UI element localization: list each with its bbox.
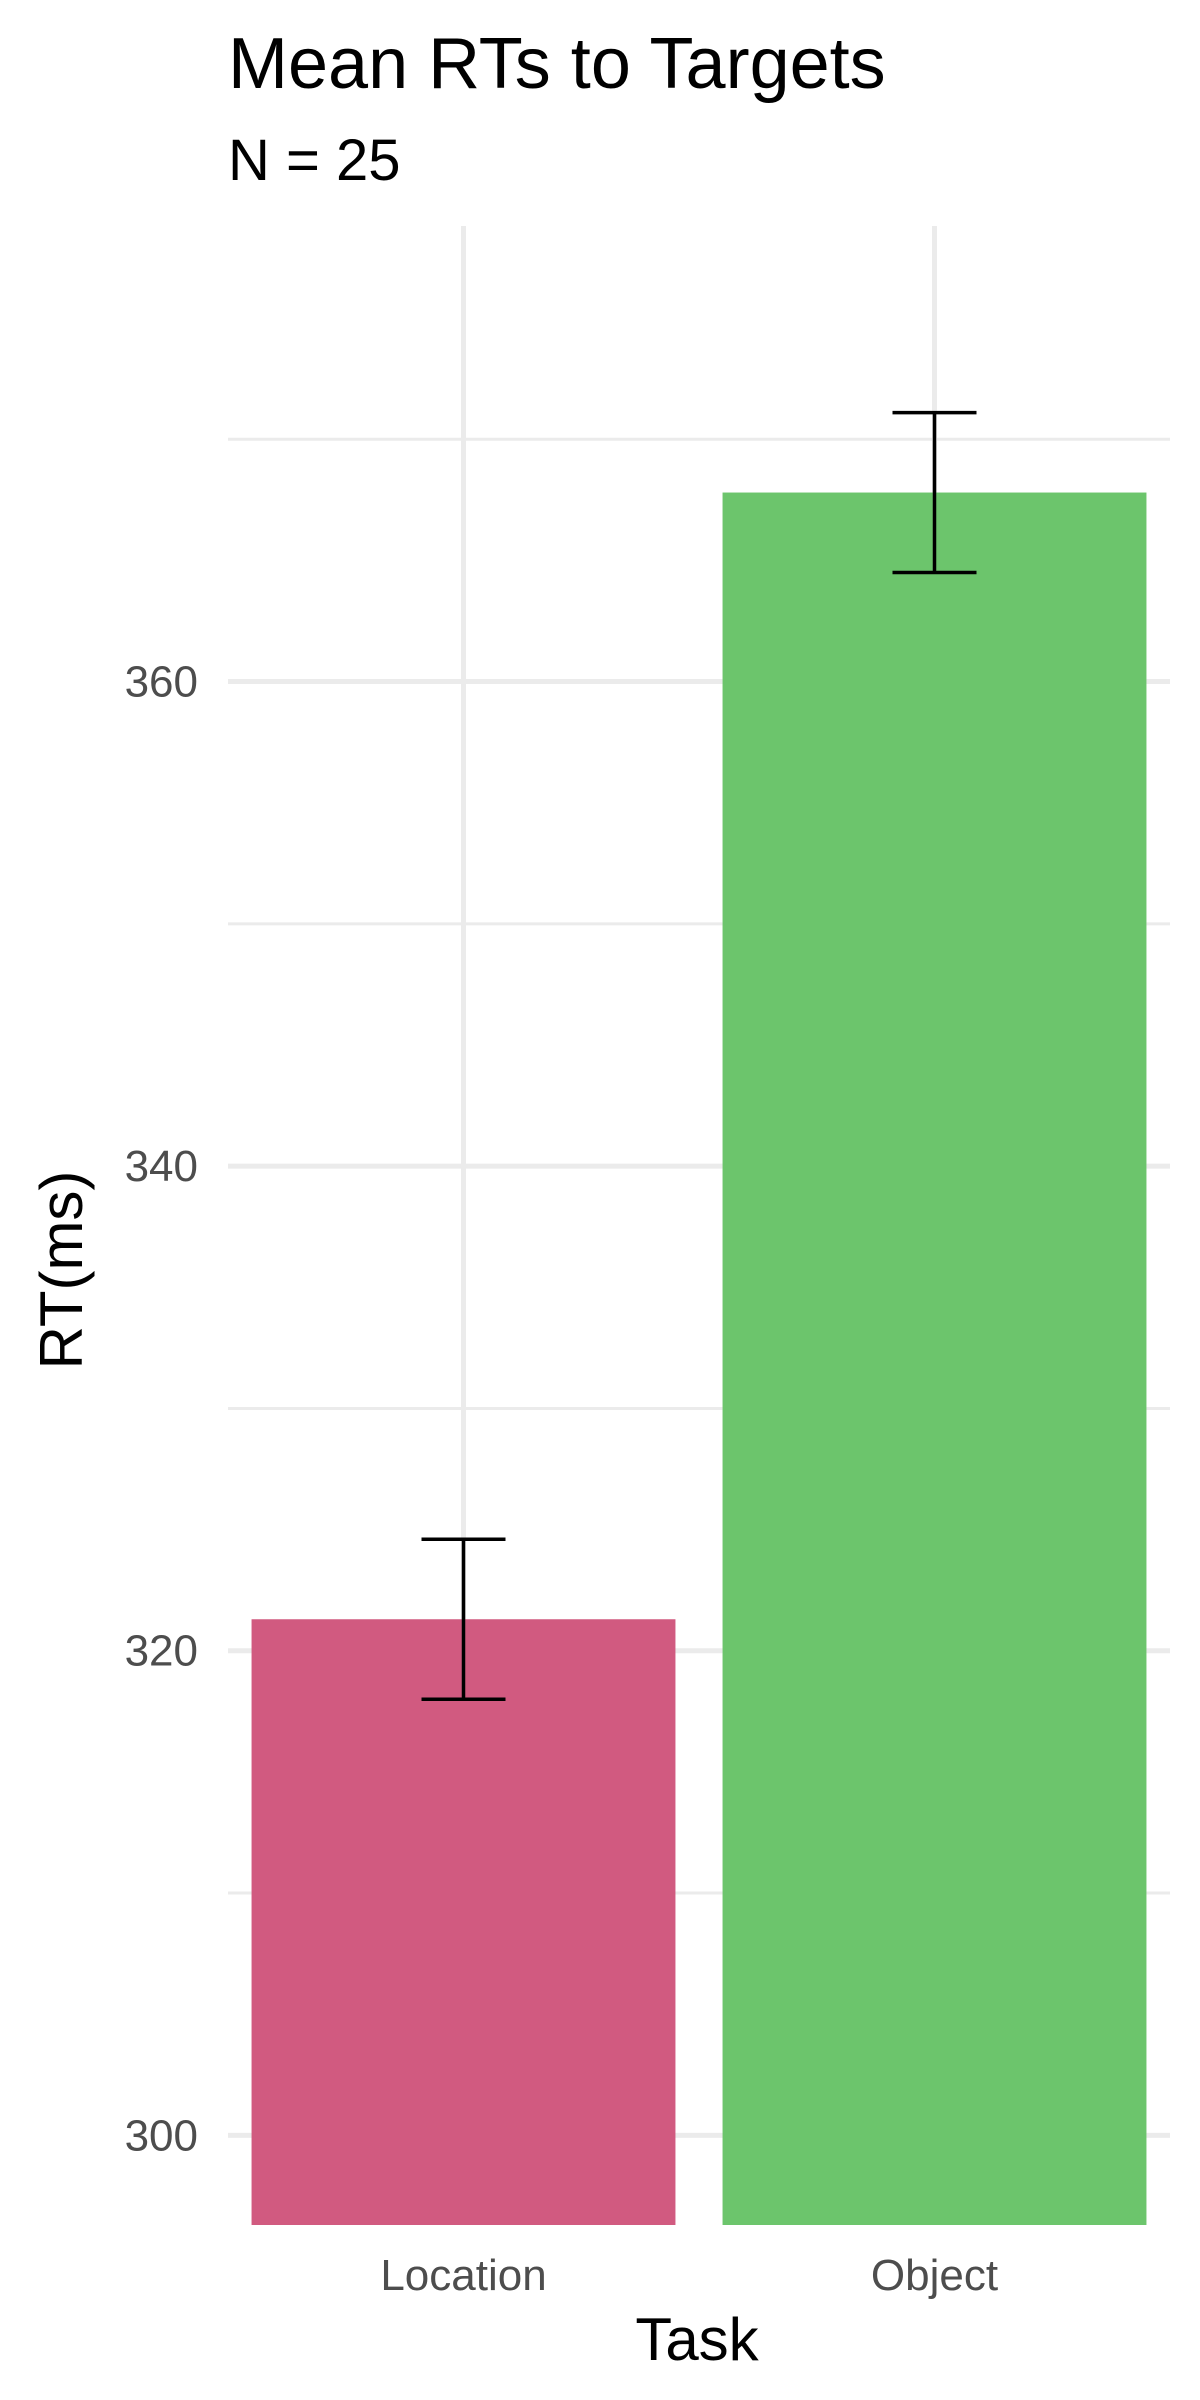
error-bar-object bbox=[892, 410, 977, 575]
bar-object bbox=[722, 492, 1147, 2225]
y-tick-label: 300 bbox=[125, 2111, 198, 2160]
y-tick-label: 360 bbox=[125, 658, 198, 707]
y-axis-title: RT(ms) bbox=[28, 1171, 95, 1370]
chart-title: Mean RTs to Targets bbox=[228, 24, 886, 104]
y-tick-label: 340 bbox=[125, 1142, 198, 1191]
bars bbox=[251, 492, 1147, 2225]
x-tick-label-object: Object bbox=[871, 2251, 998, 2300]
chart-subtitle: N = 25 bbox=[228, 128, 401, 193]
x-tick-label-location: Location bbox=[380, 2251, 546, 2300]
error-bars bbox=[421, 410, 977, 1701]
y-tick-labels: 300 320 340 360 bbox=[125, 658, 198, 2161]
x-axis-title: Task bbox=[635, 2306, 759, 2373]
y-tick-label: 320 bbox=[125, 1627, 198, 1676]
x-tick-labels: Location Object bbox=[380, 2251, 998, 2300]
error-bar-location bbox=[421, 1537, 506, 1701]
bar-location bbox=[251, 1619, 676, 2225]
